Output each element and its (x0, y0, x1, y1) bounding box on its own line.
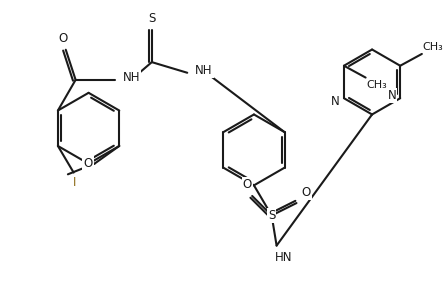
Text: CH₃: CH₃ (367, 79, 387, 90)
Text: I: I (73, 177, 76, 190)
Text: O: O (83, 157, 92, 170)
Text: S: S (268, 209, 275, 222)
Text: HN: HN (275, 251, 292, 264)
Text: NH: NH (195, 64, 213, 77)
Text: NH: NH (123, 71, 140, 84)
Text: HN: HN (275, 251, 292, 264)
Text: I: I (73, 177, 76, 190)
Text: S: S (148, 12, 156, 25)
Text: O: O (301, 186, 311, 199)
Text: O: O (58, 32, 67, 45)
Text: O: O (83, 157, 92, 170)
Text: O: O (243, 178, 252, 191)
Text: N: N (331, 95, 340, 108)
Text: O: O (301, 186, 311, 199)
Text: NH: NH (123, 71, 140, 84)
Text: O: O (58, 32, 67, 45)
Text: O: O (243, 178, 252, 191)
Text: S: S (268, 209, 276, 222)
Text: CH₃: CH₃ (423, 42, 444, 52)
Text: S: S (148, 12, 156, 25)
Text: N: N (331, 95, 340, 108)
Text: NH: NH (195, 64, 213, 77)
Text: N: N (388, 89, 396, 102)
Text: N: N (388, 89, 396, 102)
